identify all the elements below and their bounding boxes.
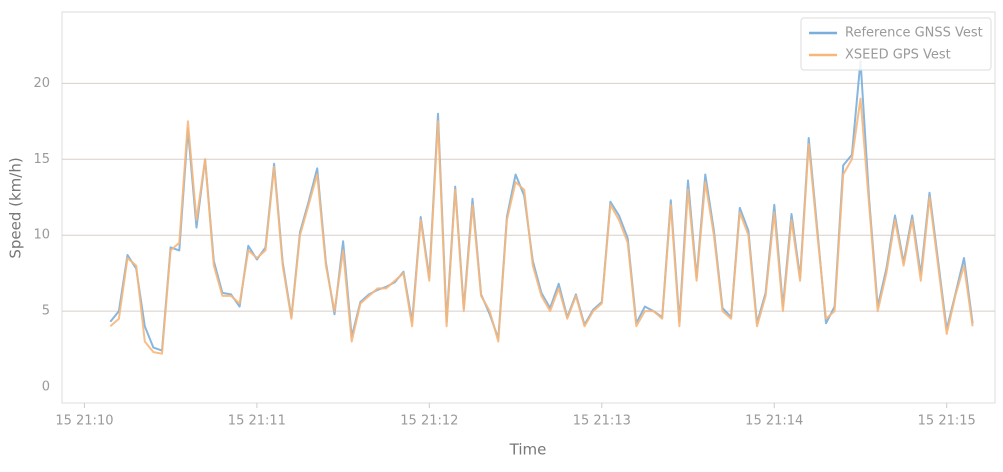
y-tick-label: 0: [42, 380, 50, 395]
y-tick-label: 5: [42, 304, 50, 319]
x-axis-label: Time: [509, 441, 547, 459]
legend-label: XSEED GPS Vest: [845, 48, 951, 63]
x-tick-label: 15 21:15: [918, 414, 976, 429]
x-tick-label: 15 21:11: [228, 414, 286, 429]
y-tick-label: 10: [33, 228, 50, 243]
y-tick-label: 20: [33, 76, 50, 91]
x-tick-label: 15 21:14: [745, 414, 803, 429]
plot-frame: [61, 11, 996, 404]
x-tick-label: 15 21:13: [573, 414, 631, 429]
y-axis-label: Speed (km/h): [7, 157, 25, 258]
series-line: [109, 97, 974, 355]
x-tick-label: 15 21:12: [400, 414, 458, 429]
series-line: [109, 59, 974, 352]
legend-box: [800, 17, 992, 71]
legend-label: Reference GNSS Vest: [845, 26, 983, 41]
y-tick-label: 15: [33, 152, 50, 167]
x-tick-label: 15 21:10: [55, 414, 113, 429]
